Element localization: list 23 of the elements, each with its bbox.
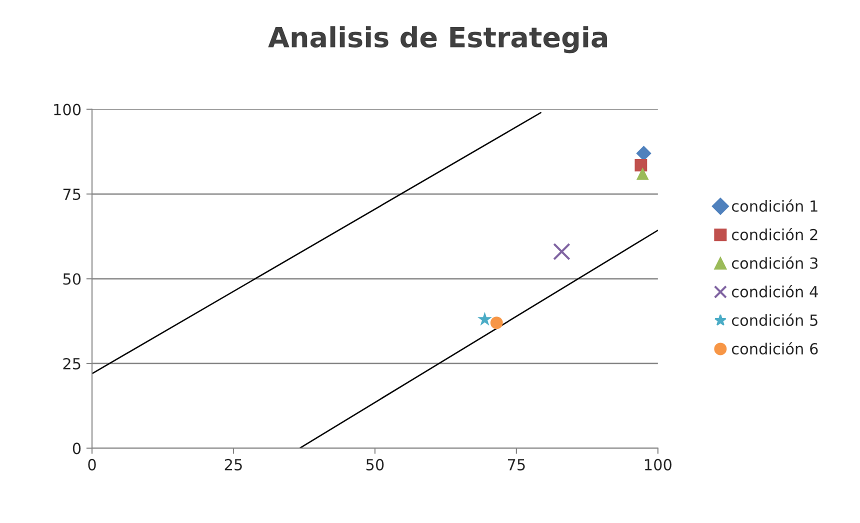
point — [490, 316, 503, 330]
y-tick-label: 0 — [72, 442, 81, 454]
y-tick-label: 75 — [63, 188, 80, 200]
x-tick-label: 100 — [644, 458, 672, 470]
x-tick-label: 25 — [224, 458, 242, 470]
point — [636, 167, 649, 180]
legend-label: condición 3 — [732, 256, 818, 269]
legend-label: condición 2 — [732, 228, 818, 240]
x-tick-label: 0 — [88, 458, 96, 470]
point — [553, 242, 570, 260]
point — [634, 159, 648, 172]
legend-label: condición 4 — [732, 285, 818, 298]
point — [636, 146, 652, 161]
legend-label: condición 6 — [732, 342, 818, 355]
x-tick-label: 50 — [366, 458, 384, 470]
legend-label: condición 1 — [732, 199, 818, 212]
chart-title: Analisis de Estrategia — [268, 26, 608, 54]
y-tick-label: 100 — [54, 104, 81, 116]
legend-label: condición 5 — [732, 314, 818, 326]
point — [478, 312, 492, 326]
x-tick-label: 75 — [508, 459, 525, 470]
y-tick-label: 25 — [63, 358, 80, 370]
y-tick-label: 50 — [63, 273, 81, 285]
